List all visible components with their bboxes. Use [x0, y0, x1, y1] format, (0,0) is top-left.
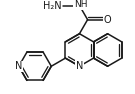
Text: H₂N: H₂N [43, 1, 61, 11]
Text: N: N [76, 61, 83, 71]
Text: N: N [15, 61, 22, 71]
Text: NH: NH [74, 0, 87, 9]
Text: O: O [104, 15, 112, 25]
